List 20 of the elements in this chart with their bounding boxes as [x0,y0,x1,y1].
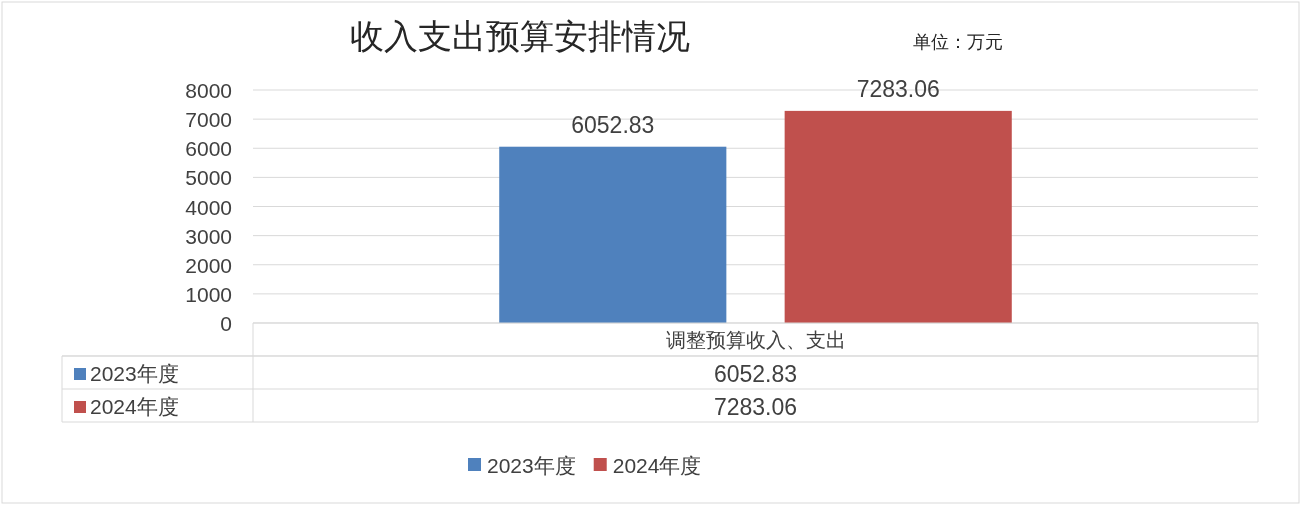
data-label: 6052.83 [571,111,655,138]
y-tick-label: 2000 [185,253,232,277]
data-label: 7283.06 [856,75,940,102]
legend-label: 2023年度 [487,454,576,477]
y-tick-label: 4000 [185,195,232,219]
y-tick-label: 7000 [185,108,232,132]
text: 2024年度 [90,395,179,418]
y-tick-label: 1000 [185,282,232,306]
y-tick-label: 6000 [185,137,232,161]
chart-title: 收入支出预算安排情况 [350,16,690,56]
chart-subtitle: 单位：万元 [913,32,1003,52]
text: 6052.83 [713,361,798,387]
legend-label: 2024年度 [612,454,702,477]
text: 7283.06 [713,394,798,420]
y-tick-label: 5000 [185,166,232,190]
x-tick-label: 调整预算收入、支出 [665,329,846,351]
y-tick-label: 0 [220,312,232,335]
text: 2023年度 [90,362,179,385]
y-tick-label: 3000 [185,224,232,248]
y-tick-label: 8000 [185,79,232,102]
